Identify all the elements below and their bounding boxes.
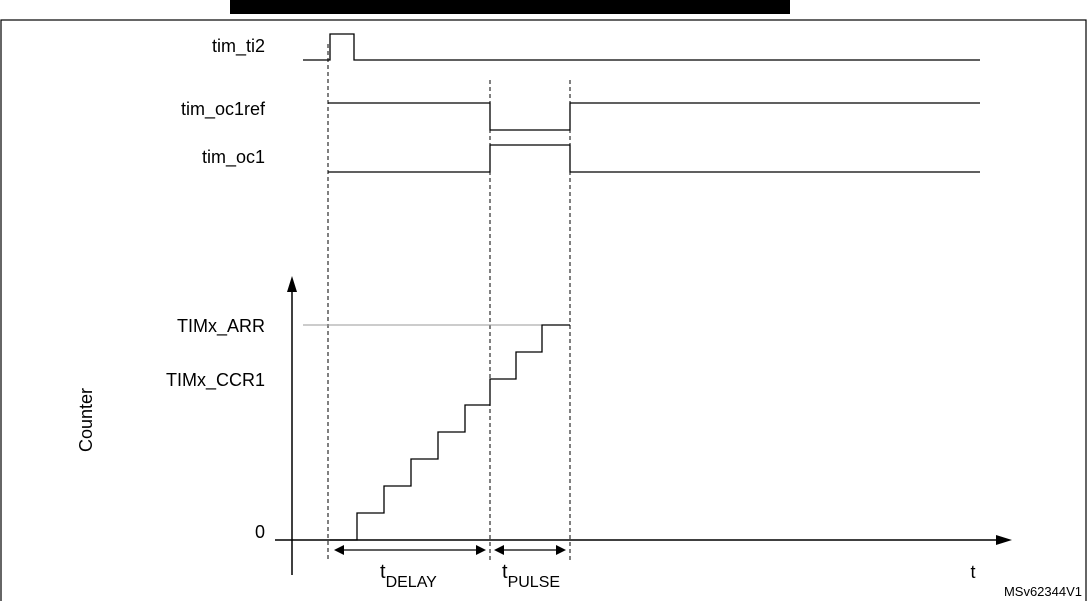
t-delay-main: t [380, 561, 386, 583]
y-axis-arrowhead [287, 276, 297, 292]
arrowhead-pulse-right [556, 545, 566, 555]
arrowhead-delay-right [476, 545, 486, 555]
t-pulse-sub: PULSE [508, 574, 560, 591]
signal-label-tim-oc1: tim_oc1 [202, 147, 265, 168]
waveform-tim-oc1ref [328, 102, 980, 131]
t-pulse-main: t [502, 561, 508, 583]
label-timx-arr: TIMx_ARR [177, 316, 265, 337]
x-axis-arrowhead [996, 535, 1012, 545]
waveform-tim-ti2 [303, 33, 980, 61]
figure-reference-id: MSv62344V1 [1004, 584, 1082, 599]
figure-frame [0, 19, 1087, 606]
label-timx-ccr1: TIMx_CCR1 [166, 370, 265, 391]
y-axis-label-counter: Counter [76, 388, 96, 452]
x-axis-label-t: t [970, 562, 975, 582]
arrowhead-delay-left [334, 545, 344, 555]
t-delay-sub: DELAY [386, 574, 438, 591]
label-zero: 0 [255, 522, 265, 542]
label-t-pulse: tPULSE [502, 561, 560, 591]
label-t-delay: tDELAY [380, 561, 437, 591]
waveform-tim-oc1 [328, 144, 980, 173]
signal-label-tim-ti2: tim_ti2 [212, 36, 265, 57]
figure-title-cutoff [230, 0, 790, 14]
arrowhead-pulse-left [494, 545, 504, 555]
counter-staircase [330, 324, 570, 541]
signal-label-tim-oc1ref: tim_oc1ref [181, 99, 266, 120]
